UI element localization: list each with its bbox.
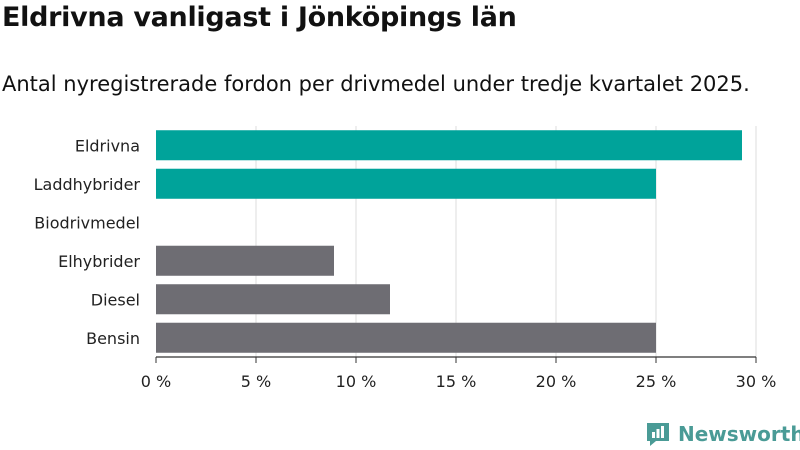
bar-laddhybrider [156,168,656,199]
chart-title: Eldrivna vanligast i Jönköpings län [2,2,517,33]
bar-elhybrider [156,245,334,276]
x-tick-label: 20 % [536,372,577,391]
x-tick-label: 15 % [436,372,477,391]
x-tick-labels: 0 % 5 % 10 % 15 % 20 % 25 % 30 % [141,372,777,391]
x-tick-label: 5 % [241,372,271,391]
chart-subtitle: Antal nyregistrerade fordon per drivmede… [2,72,750,96]
newsworthy-logo-icon [647,423,669,446]
category-label: Elhybrider [58,252,140,271]
brand-name: Newsworthy [678,422,800,446]
category-label: Laddhybrider [34,175,141,194]
category-label: Diesel [91,290,140,309]
grid-lines [155,126,757,363]
bar-eldrivna [156,130,742,161]
bar-diesel [156,284,390,315]
category-label: Biodrivmedel [34,213,140,232]
x-tick-label: 30 % [736,372,777,391]
category-labels: Eldrivna Laddhybrider Biodrivmedel Elhybrid… [34,136,141,348]
bar-bensin [156,322,656,353]
brand-logo: Newsworthy [644,420,800,448]
category-label: Eldrivna [75,136,140,155]
x-tick-label: 0 % [141,372,171,391]
category-label: Bensin [86,329,140,348]
bars [156,130,742,353]
x-tick-label: 10 % [336,372,377,391]
x-tick-label: 25 % [636,372,677,391]
